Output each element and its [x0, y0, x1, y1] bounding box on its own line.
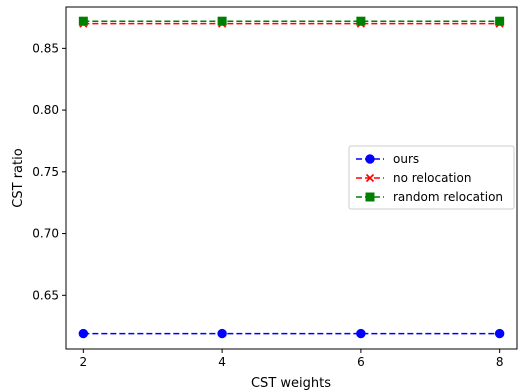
legend-label: random relocation: [393, 190, 503, 204]
series-0-point: [78, 328, 89, 339]
legend: ours no relocation random relocation: [348, 145, 515, 210]
series-0-point: [356, 328, 366, 339]
y-tick-label: 0.65: [32, 288, 59, 302]
y-axis: 0.65 0.70 0.75 0.80 0.85: [32, 41, 66, 302]
x-tick-label: 4: [218, 355, 226, 369]
series-2-point: [356, 16, 366, 26]
y-tick-label: 0.70: [32, 227, 59, 241]
x-axis: 2 4 6 8: [80, 349, 504, 369]
x-tick-label: 6: [357, 355, 365, 369]
series-2-point: [217, 16, 227, 26]
legend-point: [365, 173, 375, 183]
legend-box: [348, 145, 515, 210]
series-2: [78, 16, 505, 26]
series-0: [78, 328, 505, 339]
y-tick-label: 0.80: [32, 103, 59, 117]
series-2-point: [78, 16, 88, 26]
y-tick-label: 0.85: [32, 41, 59, 55]
x-tick-label: 2: [80, 355, 88, 369]
x-axis-label: CST weights: [251, 376, 331, 391]
legend-label: no relocation: [393, 171, 471, 185]
legend-label: ours: [393, 152, 419, 166]
series-0-point: [217, 328, 227, 339]
series-2-point: [495, 16, 505, 26]
legend-point: [365, 192, 375, 202]
y-tick-label: 0.75: [32, 165, 59, 179]
x-tick-label: 8: [496, 355, 504, 369]
series-layer: [78, 16, 505, 339]
series-0-point: [494, 328, 505, 339]
legend-point: [365, 154, 375, 164]
y-axis-label: CST ratio: [11, 148, 26, 207]
